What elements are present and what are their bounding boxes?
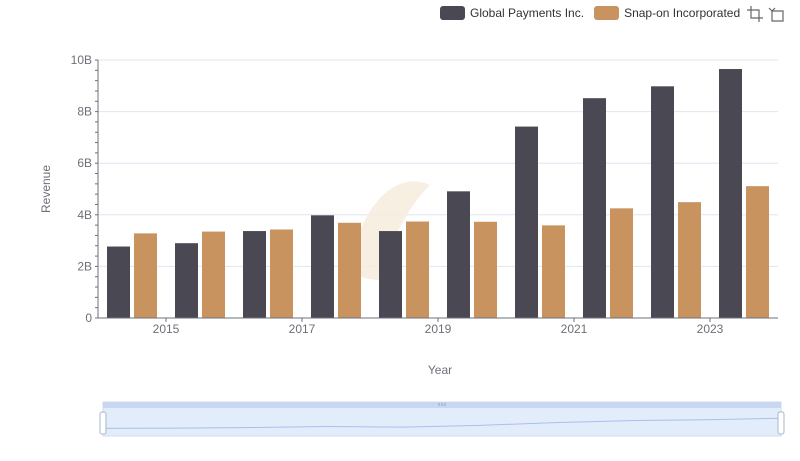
- y-tick-label: 0: [85, 311, 92, 325]
- bar-snap-on-2015: [202, 231, 225, 318]
- bar-global-payments-2020: [515, 126, 538, 319]
- bar-snap-on-2023: [746, 186, 769, 318]
- data-zoom-slider[interactable]: [99, 401, 785, 437]
- bar-snap-on-2019: [474, 221, 497, 318]
- bar-global-payments-2014: [107, 246, 130, 318]
- bar-snap-on-2016: [270, 229, 293, 318]
- zoom-preview-line: [102, 417, 782, 429]
- x-tick-label: 2023: [697, 322, 724, 336]
- toolbox: [746, 5, 790, 23]
- zoom-icon[interactable]: [746, 5, 764, 23]
- zoom-handle-left: [99, 411, 107, 435]
- y-tick-label: 10B: [71, 53, 92, 67]
- axes: 0 2B 4B 6B 8B 10B 2015 2017 2019 2021 2023: [71, 53, 778, 336]
- legend: Global Payments Inc. Snap-on Incorporate…: [440, 4, 750, 22]
- bar-snap-on-2022: [678, 202, 701, 318]
- restore-icon[interactable]: [768, 5, 786, 23]
- zoom-handle-right: [777, 411, 785, 435]
- y-axis-label: Revenue: [39, 165, 53, 213]
- y-tick-label: 6B: [77, 156, 92, 170]
- bar-snap-on-2017: [338, 222, 361, 318]
- x-tick-label: 2019: [425, 322, 452, 336]
- bar-global-payments-2018: [379, 231, 402, 318]
- bar-global-payments-2023: [719, 69, 742, 318]
- legend-label-global-payments: Global Payments Inc.: [470, 6, 585, 20]
- x-axis-label: Year: [428, 363, 452, 377]
- legend-item-global-payments[interactable]: Global Payments Inc.: [440, 6, 584, 20]
- bars: [107, 69, 769, 319]
- bar-global-payments-2021: [583, 98, 606, 319]
- y-tick-label: 8B: [77, 105, 92, 119]
- y-tick-label: 4B: [77, 208, 92, 222]
- legend-item-snap-on[interactable]: Snap-on Incorporated: [594, 6, 740, 20]
- y-tick-label: 2B: [77, 259, 92, 273]
- bar-global-payments-2022: [651, 86, 674, 318]
- bar-snap-on-2018: [406, 221, 429, 318]
- bar-global-payments-2015: [175, 243, 198, 318]
- bar-global-payments-2019: [447, 191, 470, 318]
- x-tick-label: 2015: [153, 322, 180, 336]
- x-tick-label: 2021: [561, 322, 588, 336]
- watermark-logo: [350, 181, 430, 280]
- bar-global-payments-2017: [311, 215, 334, 318]
- legend-label-snap-on: Snap-on Incorporated: [624, 6, 741, 20]
- legend-swatch-snap-on: [594, 6, 620, 20]
- bar-global-payments-2016: [243, 231, 266, 318]
- bar-snap-on-2014: [134, 233, 157, 318]
- grid-lines: [98, 59, 778, 267]
- bar-snap-on-2020: [542, 225, 565, 318]
- x-tick-label: 2017: [289, 322, 316, 336]
- legend-swatch-global-payments: [440, 6, 465, 20]
- bar-snap-on-2021: [610, 208, 633, 318]
